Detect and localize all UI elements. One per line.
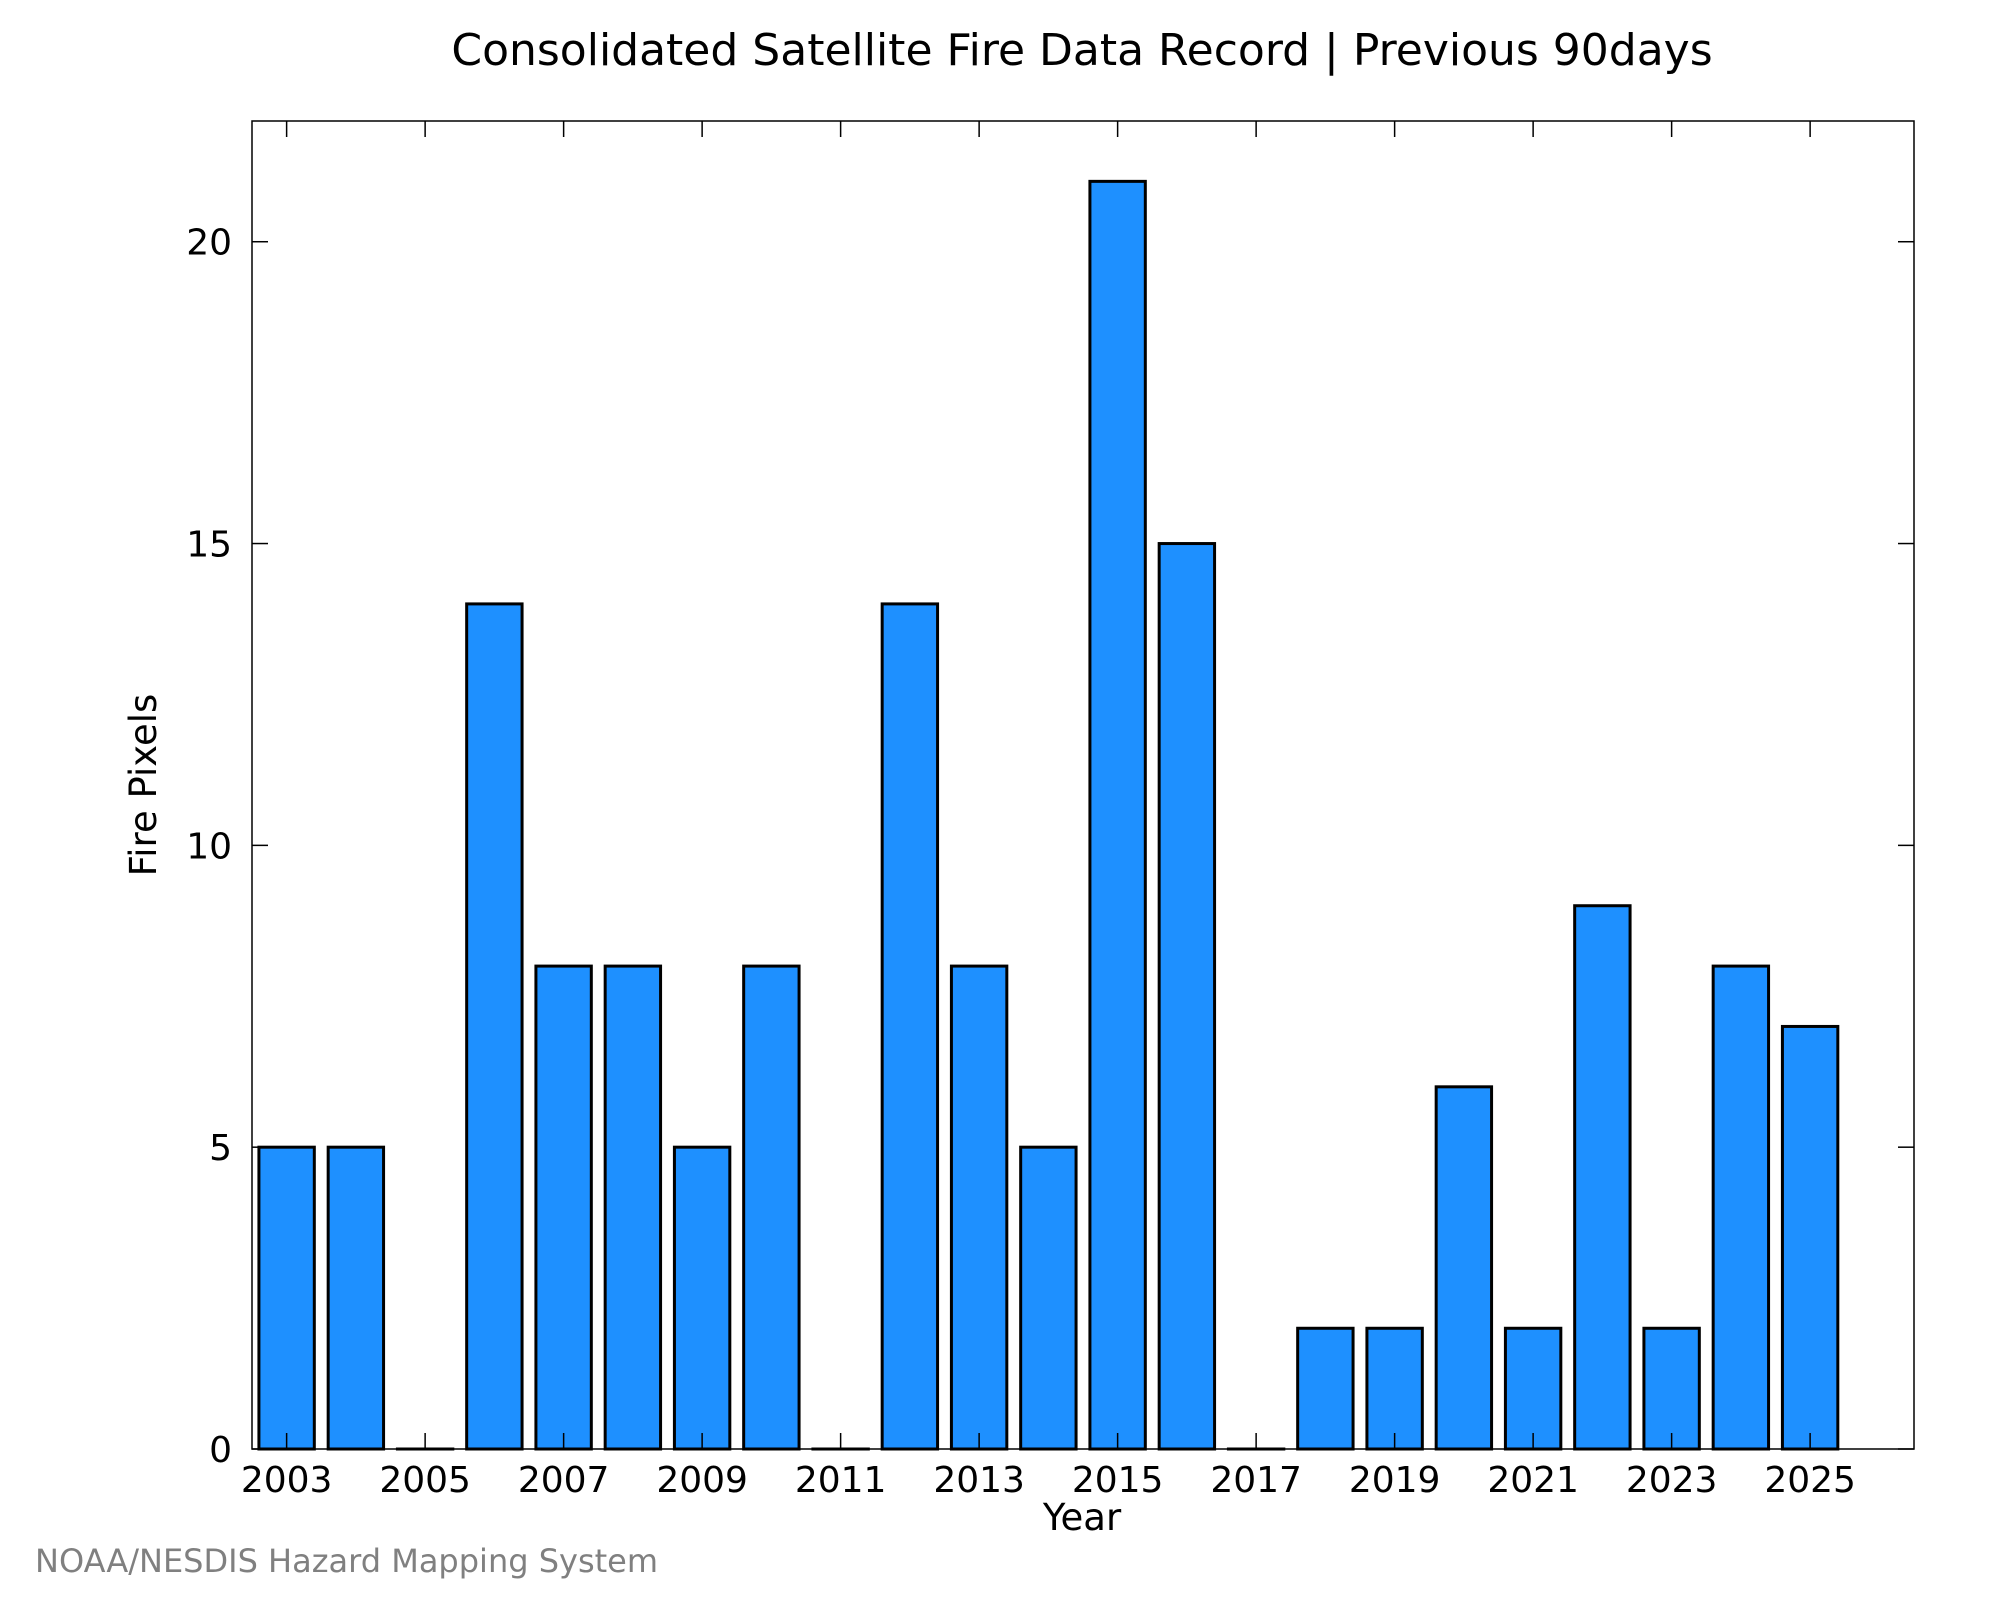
ticks-group — [252, 121, 1914, 1450]
labels-group: 2003 2005 2007 2009 2011 2013 2015 2017 2019 2021… — [186, 223, 1856, 1501]
x-tick-label-2013: 2013 — [933, 1460, 1025, 1501]
x-tick-label-2011: 2011 — [795, 1460, 887, 1501]
bar-2013 — [949, 964, 1009, 1451]
bar-2024 — [1711, 964, 1771, 1451]
x-tick-label-2015: 2015 — [1072, 1460, 1164, 1501]
x-tick-label-2017: 2017 — [1210, 1460, 1302, 1501]
y-tick-label-0: 0 — [209, 1430, 232, 1471]
x-tick-label-2021: 2021 — [1487, 1460, 1579, 1501]
bar-2014 — [1019, 1145, 1078, 1451]
bar-2004 — [326, 1145, 386, 1451]
bar-2010 — [742, 964, 801, 1451]
x-tick-label-2005: 2005 — [379, 1460, 471, 1501]
y-axis-label: Fire Pixels — [122, 694, 165, 877]
x-tick-label-2007: 2007 — [518, 1460, 610, 1501]
y-tick-label-15: 15 — [186, 525, 232, 566]
x-tick-label-2003: 2003 — [241, 1460, 333, 1501]
bar-2007 — [534, 964, 593, 1451]
bars-group — [257, 179, 1840, 1451]
y-tick-label-20: 20 — [186, 223, 232, 264]
bar-2025 — [1780, 1024, 1840, 1451]
bar-2009 — [672, 1145, 732, 1451]
bar-2023 — [1642, 1326, 1701, 1451]
bar-2018 — [1296, 1326, 1355, 1451]
bar-2020 — [1434, 1085, 1494, 1451]
bar-2019 — [1365, 1326, 1424, 1451]
bar-2016 — [1157, 542, 1217, 1451]
x-tick-label-2025: 2025 — [1764, 1460, 1856, 1501]
x-axis-label: Year — [1042, 1496, 1122, 1539]
bar-2012 — [880, 602, 940, 1451]
plot-frame — [251, 120, 1915, 1450]
x-tick-label-2019: 2019 — [1349, 1460, 1441, 1501]
x-tick-label-2009: 2009 — [656, 1460, 748, 1501]
bar-2006 — [465, 602, 524, 1451]
chart-title: Consolidated Satellite Fire Data Record … — [451, 25, 1712, 76]
y-tick-label-10: 10 — [186, 826, 232, 867]
x-tick-label-2023: 2023 — [1626, 1460, 1718, 1501]
bar-2003 — [257, 1145, 316, 1451]
bar-2015 — [1088, 179, 1147, 1451]
bar-2008 — [603, 964, 663, 1451]
y-tick-label-5: 5 — [209, 1128, 232, 1169]
bar-2022 — [1573, 904, 1632, 1451]
credit-text: NOAA/NESDIS Hazard Mapping System — [35, 1542, 658, 1580]
bar-2021 — [1503, 1326, 1563, 1451]
